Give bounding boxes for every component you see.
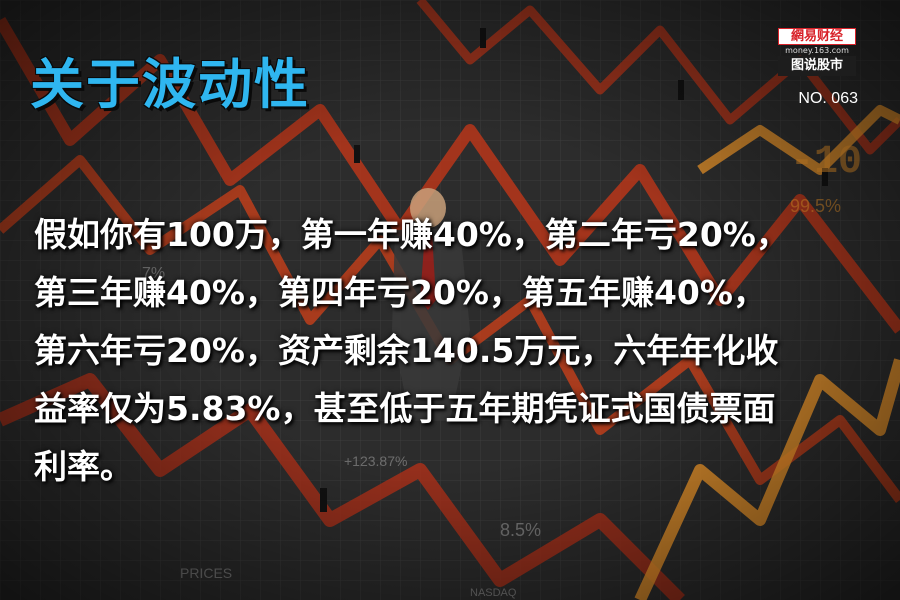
body-line: 第三年赚40%，第四年亏20%，第五年赚40%， (34, 273, 766, 312)
brand-domain: money.163.com (785, 46, 849, 55)
brand-name: 網易财经 (778, 28, 856, 45)
body-line: 利率。 (34, 447, 133, 486)
page-title: 关于波动性 (30, 53, 310, 116)
body-line: 第六年亏20%，资产剩余140.5万元，六年年化收 (34, 331, 779, 370)
article-body: 假如你有100万，第一年赚40%，第二年亏20%， 第三年赚40%，第四年亏20… (34, 206, 874, 496)
brand-column-name: 图说股市 (778, 56, 856, 76)
body-line: 假如你有100万，第一年赚40%，第二年亏20%， (34, 215, 789, 254)
brand-logo[interactable]: 網易财经 money.163.com 图说股市 (778, 28, 856, 80)
issue-number: NO. 063 (798, 90, 858, 107)
body-line: 益率仅为5.83%，甚至低于五年期凭证式国债票面 (34, 389, 776, 428)
